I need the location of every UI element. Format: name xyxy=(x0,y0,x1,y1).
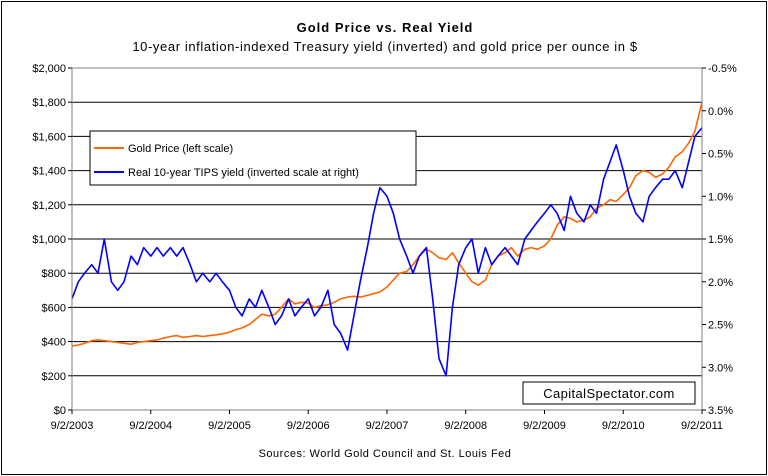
x-tick-label: 9/2/2009 xyxy=(523,420,566,432)
y-right-tick-label: 2.0% xyxy=(708,277,733,289)
y-left-tick-label: $0 xyxy=(54,405,66,417)
y-left-tick-label: $600 xyxy=(42,302,66,314)
y-right-tick-label: 1.5% xyxy=(708,234,733,246)
series-line-tips-yield xyxy=(71,127,703,377)
tick-labels: $0 $200 $400 $600 $800 $1,000 $1,200 $1,400 $1,6… xyxy=(32,63,737,432)
y-left-tick-label: $1,200 xyxy=(32,200,66,212)
y-left-tick-label: $800 xyxy=(42,268,66,280)
legend-box xyxy=(89,130,417,186)
legend-label-gold: Gold Price (left scale) xyxy=(128,143,233,155)
x-tick-label: 9/2/2011 xyxy=(681,420,723,432)
x-tick-label: 9/2/2007 xyxy=(366,420,409,432)
y-left-tick-label: $400 xyxy=(42,337,66,349)
y-left-tick-label: $1,000 xyxy=(32,234,66,246)
y-left-tick-label: $2,000 xyxy=(32,63,66,75)
source-note: Sources: World Gold Council and St. Loui… xyxy=(259,448,512,460)
y-right-tick-label: 2.5% xyxy=(708,320,733,332)
y-right-tick-label: 3.5% xyxy=(708,405,733,417)
y-right-tick-label: 1.0% xyxy=(708,191,733,203)
y-left-tick-label: $1,600 xyxy=(32,131,66,143)
x-tick-label: 9/2/2004 xyxy=(129,420,172,432)
legend: Gold Price (left scale) Real 10-year TIP… xyxy=(89,130,417,186)
chart-title: Gold Price vs. Real Yield xyxy=(297,20,474,35)
y-right-tick-label: 3.0% xyxy=(708,362,733,374)
y-left-tick-label: $200 xyxy=(42,371,66,383)
y-right-tick-label: 0.5% xyxy=(708,149,733,161)
series-line-gold-price xyxy=(71,102,703,347)
x-tick-label: 9/2/2003 xyxy=(51,420,94,432)
y-left-tick-label: $1,400 xyxy=(32,166,66,178)
x-tick-label: 9/2/2008 xyxy=(444,420,487,432)
series-layer xyxy=(71,102,703,377)
chart-subtitle: 10-year inflation-indexed Treasury yield… xyxy=(132,39,637,54)
x-tick-label: 9/2/2005 xyxy=(208,420,251,432)
y-right-tick-label: -0.5% xyxy=(708,63,737,75)
watermark-box xyxy=(522,381,696,405)
y-left-tick-label: $1,800 xyxy=(32,97,66,109)
legend-label-tips: Real 10-year TIPS yield (inverted scale … xyxy=(128,167,359,179)
watermark: CapitalSpectator.com xyxy=(543,386,675,401)
x-tick-label: 9/2/2010 xyxy=(602,420,645,432)
y-right-tick-label: 0.0% xyxy=(708,106,733,118)
x-tick-label: 9/2/2006 xyxy=(287,420,330,432)
